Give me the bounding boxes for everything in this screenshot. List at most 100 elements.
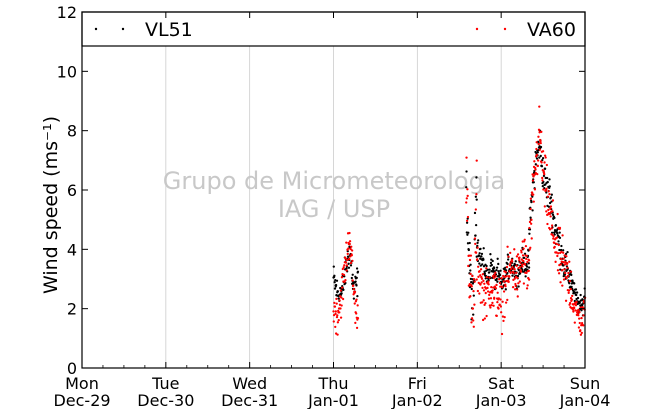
- data-point: [473, 280, 476, 283]
- data-point: [557, 252, 560, 255]
- data-point: [334, 310, 337, 313]
- x-tick-day: Thu: [317, 374, 348, 393]
- data-point: [574, 291, 577, 294]
- data-point: [578, 310, 581, 314]
- data-point: [353, 290, 357, 293]
- data-point: [508, 275, 511, 278]
- data-point: [344, 279, 347, 282]
- data-point: [539, 141, 542, 145]
- data-point: [355, 276, 358, 280]
- data-point: [468, 258, 472, 262]
- data-point: [465, 201, 468, 204]
- data-point: [577, 326, 581, 329]
- data-point: [465, 221, 469, 224]
- data-point: [494, 271, 497, 274]
- data-point: [544, 156, 547, 159]
- data-point: [480, 277, 484, 280]
- data-point: [494, 287, 498, 290]
- data-point: [562, 278, 566, 281]
- data-point: [562, 251, 565, 254]
- data-point: [558, 248, 561, 252]
- data-point: [465, 219, 469, 222]
- data-point: [539, 145, 543, 149]
- y-axis: 0 2 4 6 8 10 12: [57, 3, 585, 378]
- data-point: [356, 270, 360, 273]
- data-point: [487, 283, 490, 286]
- data-point: [523, 252, 527, 255]
- data-point: [491, 289, 494, 292]
- data-point: [504, 271, 507, 274]
- data-point: [514, 260, 517, 263]
- data-point: [485, 314, 488, 318]
- data-point: [333, 305, 337, 308]
- y-tick-label: 6: [67, 181, 77, 200]
- data-point: [541, 179, 544, 182]
- data-point: [525, 271, 528, 274]
- data-point: [477, 239, 480, 242]
- data-point: [505, 265, 509, 269]
- data-point: [512, 271, 515, 275]
- data-point: [348, 257, 351, 261]
- data-point: [531, 209, 534, 212]
- data-point: [341, 286, 344, 289]
- data-point: [535, 141, 538, 144]
- data-point: [466, 194, 469, 198]
- data-point: [574, 288, 578, 291]
- data-point: [465, 156, 468, 159]
- data-point: [490, 303, 493, 307]
- data-point: [465, 186, 468, 189]
- data-point: [470, 317, 474, 320]
- data-point: [578, 321, 581, 325]
- data-point: [546, 195, 549, 198]
- data-point: [573, 282, 576, 285]
- data-point: [575, 300, 578, 304]
- data-point: [545, 187, 548, 190]
- data-point: [561, 234, 564, 237]
- data-point: [559, 281, 562, 284]
- data-point: [513, 268, 516, 271]
- data-point: [527, 259, 531, 262]
- data-point: [569, 301, 572, 305]
- data-point: [338, 311, 341, 314]
- data-point: [488, 293, 491, 297]
- legend-marker-va60: [475, 27, 507, 31]
- data-point: [548, 185, 551, 188]
- data-point: [489, 306, 492, 309]
- data-point: [475, 198, 478, 201]
- data-point: [465, 197, 468, 200]
- data-point: [345, 264, 349, 267]
- data-point: [550, 227, 553, 230]
- data-point: [470, 287, 473, 291]
- data-point: [489, 261, 493, 265]
- data-point: [333, 287, 337, 290]
- data-point: [504, 288, 507, 291]
- data-point: [528, 220, 532, 224]
- data-point: [562, 249, 565, 252]
- data-point: [494, 275, 497, 278]
- data-point: [499, 269, 502, 272]
- data-point: [527, 269, 530, 272]
- data-point: [556, 254, 559, 258]
- data-point: [578, 301, 581, 304]
- x-tick-day: Tue: [151, 374, 179, 393]
- data-point: [560, 244, 563, 248]
- data-point: [541, 150, 545, 153]
- x-tick-day: Sun: [570, 374, 600, 393]
- data-point: [547, 190, 550, 193]
- data-point: [354, 280, 357, 283]
- data-point: [349, 261, 353, 265]
- data-point: [481, 318, 485, 322]
- data-point: [566, 262, 569, 265]
- data-point: [553, 233, 556, 236]
- data-point: [473, 237, 477, 240]
- data-point: [469, 295, 472, 298]
- data-point: [472, 277, 476, 281]
- data-point: [465, 170, 468, 173]
- data-point: [499, 298, 502, 301]
- data-point: [551, 210, 554, 213]
- data-point: [467, 248, 471, 252]
- data-point: [349, 264, 353, 267]
- data-point: [472, 319, 475, 322]
- data-point: [355, 326, 359, 329]
- data-point: [543, 154, 547, 157]
